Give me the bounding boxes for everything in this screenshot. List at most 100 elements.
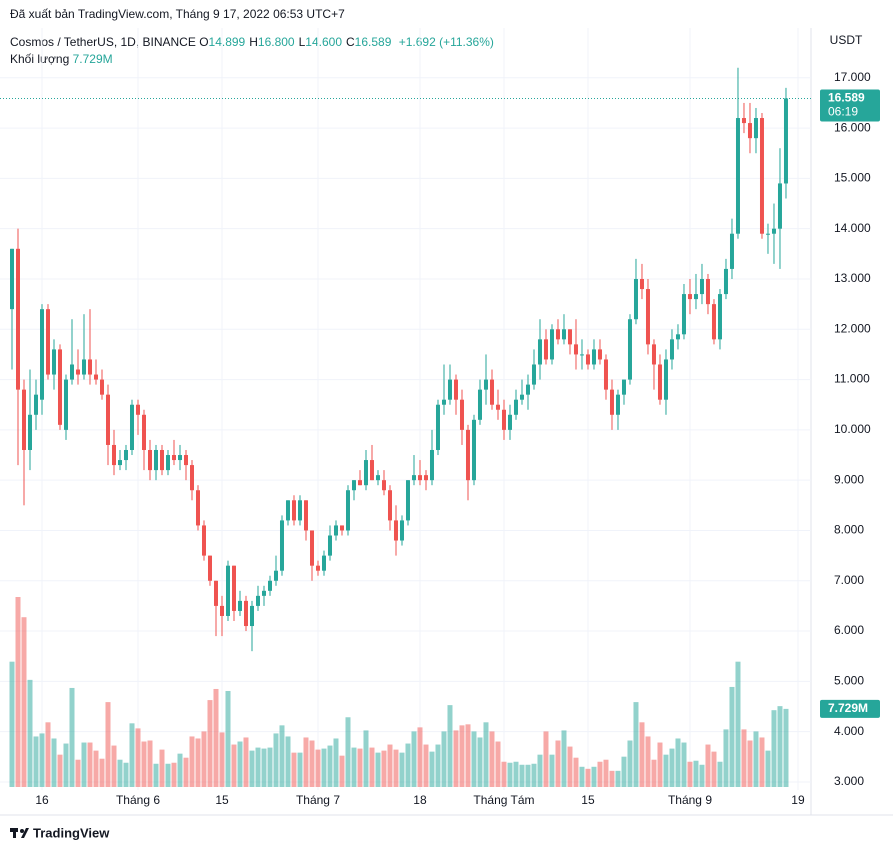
candle-body xyxy=(783,98,788,184)
volume-bar xyxy=(285,736,291,787)
candle-body xyxy=(741,118,746,124)
candle-body xyxy=(261,590,266,596)
volume-bar xyxy=(69,687,75,787)
candle-body xyxy=(405,480,410,521)
y-tick-label: 14.000 xyxy=(834,221,871,235)
volume-bar xyxy=(495,741,501,787)
candle-body xyxy=(141,414,146,450)
candle-body xyxy=(759,118,764,234)
candle-body xyxy=(519,394,524,400)
volume-bar xyxy=(657,742,663,787)
candle-body xyxy=(375,475,380,481)
x-tick-label: 15 xyxy=(215,793,229,807)
candle-body xyxy=(99,379,104,395)
volume-bar xyxy=(537,754,543,787)
symbol-legend: Cosmos / TetherUS, 1D, BINANCE O14.899 H1… xyxy=(10,35,494,49)
volume-bar xyxy=(255,747,261,787)
volume-bar xyxy=(213,688,219,787)
candle-body xyxy=(153,449,158,471)
candle-body xyxy=(297,500,302,521)
candle-body xyxy=(561,329,566,340)
volume-bar xyxy=(465,724,471,787)
volume-bar xyxy=(561,730,567,787)
candle-body xyxy=(657,364,662,400)
candle-body xyxy=(627,319,632,380)
candle-body xyxy=(663,359,668,400)
candle-body xyxy=(417,475,422,481)
candle-body xyxy=(699,278,704,295)
candle-body xyxy=(207,555,212,581)
volume-bar xyxy=(267,747,273,787)
candle-body xyxy=(537,339,542,365)
y-tick-label: 4.000 xyxy=(834,724,864,738)
volume-bar xyxy=(351,747,357,787)
volume-bar xyxy=(615,770,621,787)
volume-bar xyxy=(189,736,195,787)
volume-bar xyxy=(525,764,531,787)
candle-body xyxy=(531,364,536,385)
candle-body xyxy=(507,414,512,430)
volume-bar xyxy=(645,736,651,787)
candle-body xyxy=(105,394,110,445)
volume-bar xyxy=(633,702,639,787)
volume-bar xyxy=(279,725,285,787)
candle-body xyxy=(321,555,326,571)
ohlc-legend: O14.899 H16.800 L14.600 C16.589 xyxy=(199,35,395,49)
volume-bar xyxy=(765,750,771,787)
price-tag-value: 16.589 xyxy=(828,91,865,105)
candle-body xyxy=(39,309,44,400)
volume-bar xyxy=(741,729,747,787)
volume-bar xyxy=(123,762,129,787)
candle-body xyxy=(327,535,332,556)
candle-body xyxy=(369,460,374,481)
candle-body xyxy=(465,429,470,481)
volume-bar xyxy=(507,762,513,787)
volume-bar xyxy=(33,736,39,787)
volume-bar xyxy=(399,752,405,787)
volume-bar xyxy=(159,749,165,787)
candle-body xyxy=(195,490,200,526)
candle-body xyxy=(123,449,128,461)
y-tick-label: 13.000 xyxy=(834,271,871,285)
legend-key: H xyxy=(249,35,258,49)
candle-body xyxy=(117,460,122,466)
volume-bar xyxy=(585,768,591,787)
y-tick-label: 15.000 xyxy=(834,171,871,185)
volume-bar xyxy=(99,758,105,787)
candle-body xyxy=(639,278,644,290)
volume-bar xyxy=(237,741,243,787)
volume-bar xyxy=(663,754,669,787)
candle-body xyxy=(723,268,728,295)
volume-bar xyxy=(315,749,321,787)
candle-body xyxy=(483,379,488,390)
volume-bar xyxy=(369,747,375,787)
candle-body xyxy=(471,419,476,481)
volume-bar xyxy=(591,766,597,787)
candle-body xyxy=(693,294,698,300)
candle-body xyxy=(345,490,350,531)
volume-bar xyxy=(153,763,159,787)
candle-body xyxy=(549,329,554,360)
candle-body xyxy=(651,344,656,365)
candle-body xyxy=(585,354,590,365)
volume-bar xyxy=(651,759,657,787)
candle-body xyxy=(75,369,80,375)
y-tick-label: 17.000 xyxy=(834,70,871,84)
volume-bar xyxy=(531,763,537,787)
candle-body xyxy=(213,580,218,606)
volume-bar xyxy=(111,745,117,787)
volume-bar xyxy=(195,738,201,787)
volume-bar xyxy=(225,690,231,787)
volume-bar xyxy=(381,750,387,787)
x-tick-label: Tháng 6 xyxy=(116,793,160,807)
brand: TradingView xyxy=(33,825,110,840)
volume-bar xyxy=(429,751,435,787)
candle-body xyxy=(201,525,206,556)
legend-text: 14.600 xyxy=(305,35,342,49)
candle-body xyxy=(57,349,62,425)
y-tick-label: 11.000 xyxy=(834,372,870,386)
brand-logo xyxy=(10,828,29,838)
candle-body xyxy=(21,389,26,450)
volume-bar xyxy=(309,740,315,787)
